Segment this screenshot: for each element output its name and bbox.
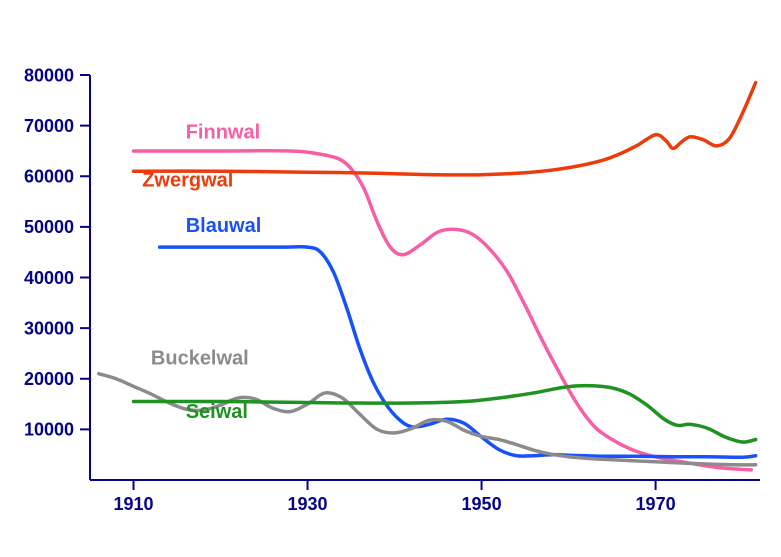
y-tick-label: 60000 (24, 167, 74, 187)
y-tick-label: 80000 (24, 65, 74, 85)
y-tick-label: 40000 (24, 268, 74, 288)
whale-population-chart: 1910 1930 1950 1970 10000 20000 30000 40000 5000… (0, 0, 781, 557)
finnwal-label: Finnwal (186, 121, 260, 143)
blauwal-label: Blauwal (186, 215, 262, 237)
x-tick-label: 1910 (113, 494, 153, 514)
y-tick-label: 70000 (24, 116, 74, 136)
y-tick-label: 20000 (24, 369, 74, 389)
buckelwal-label: Buckelwal (151, 348, 249, 370)
y-tick-label: 10000 (24, 420, 74, 440)
seiwal-label: Seiwal (186, 401, 248, 423)
y-tick-label: 50000 (24, 217, 74, 237)
x-tick-label: 1970 (636, 494, 676, 514)
x-tick-label: 1930 (288, 494, 328, 514)
zwergwal-label: Zwergwal (142, 169, 233, 191)
x-tick-label: 1950 (462, 494, 502, 514)
y-tick-label: 30000 (24, 318, 74, 338)
chart-background (0, 0, 781, 557)
